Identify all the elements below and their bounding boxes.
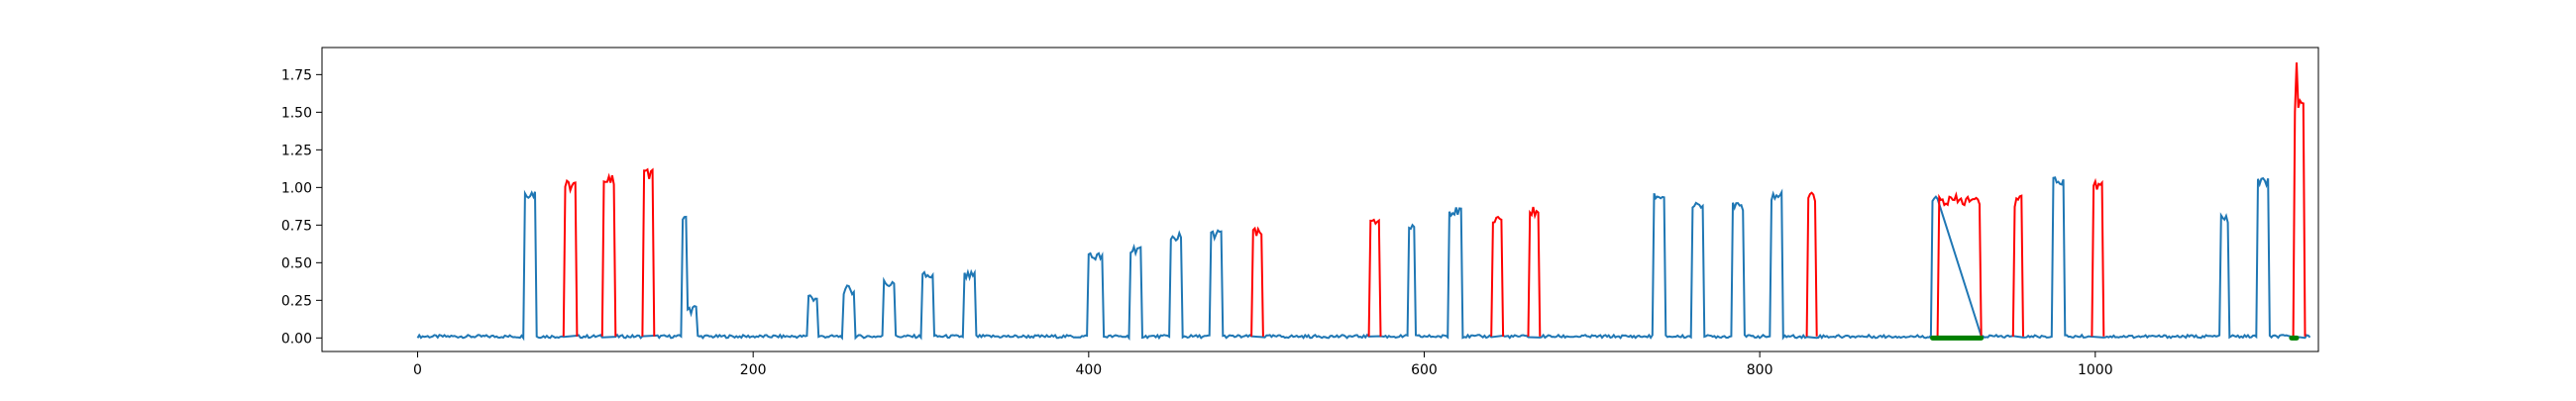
plot-frame [321, 47, 2319, 352]
series-line-highlight-11 [2292, 62, 2307, 337]
series-line-highlight-3 [1250, 226, 1264, 337]
x-tick-label-3: 600 [1411, 362, 1438, 378]
series-line-highlight-10 [2091, 177, 2105, 337]
y-tick-label-2: 0.50 [281, 255, 312, 271]
series-layer [416, 62, 2311, 342]
y-tick-label-7: 1.75 [281, 67, 312, 83]
x-tick-label-1: 200 [740, 362, 767, 378]
y-tick-label-5: 1.25 [281, 143, 312, 158]
y-tick-label-1: 0.25 [281, 293, 312, 309]
series-line-highlight-1 [600, 172, 617, 337]
series-line-highlight-8 [1936, 191, 1983, 337]
series-line-highlight-2 [641, 167, 656, 337]
x-tick-label-0: 0 [413, 362, 422, 378]
y-tick-label-0: 0.00 [281, 331, 312, 347]
x-axis: 0 200 400 600 800 1000 [413, 351, 2113, 378]
series-line-highlight-5 [1490, 215, 1505, 337]
y-tick-label-6: 1.50 [281, 105, 312, 121]
series-line-highlight-9 [2011, 194, 2024, 337]
x-tick-label-2: 400 [1075, 362, 1102, 378]
x-tick-label-5: 1000 [2078, 362, 2113, 378]
series-line-base [416, 176, 2311, 342]
series-line-highlight-0 [562, 178, 579, 337]
y-tick-label-3: 0.75 [281, 218, 312, 234]
y-tick-label-4: 1.00 [281, 180, 312, 196]
series-line-highlight-7 [1805, 191, 1818, 337]
series-line-highlight-6 [1527, 206, 1542, 337]
x-tick-label-4: 800 [1747, 362, 1773, 378]
y-axis: 0.00 0.25 0.50 0.75 1.00 1.25 1.50 1.75 [281, 67, 322, 347]
series-line-highlight-4 [1367, 218, 1382, 337]
